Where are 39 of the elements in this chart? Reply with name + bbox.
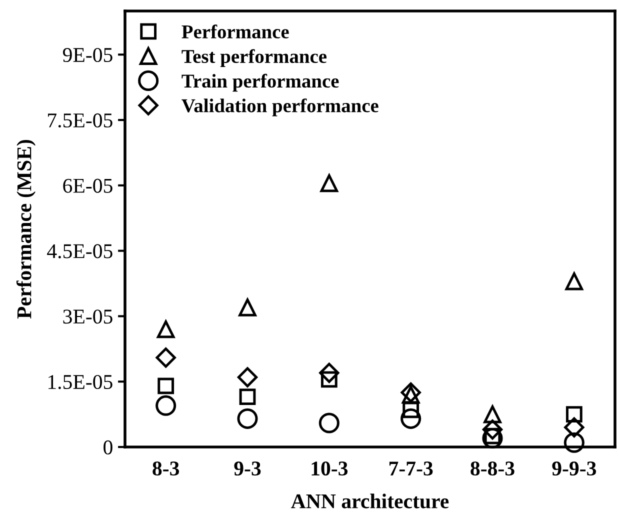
point — [156, 320, 175, 338]
x-tick-label: 8-8-3 — [470, 461, 514, 476]
y-tick-label: 7.5E-05 — [48, 113, 112, 128]
point — [400, 382, 421, 403]
y-tick-label: 4.5E-05 — [47, 244, 112, 258]
point — [320, 174, 338, 192]
point — [239, 388, 256, 406]
x-tick-label: 9-9-3 — [552, 462, 596, 476]
point — [402, 386, 420, 404]
x-tick-label: 10-3 — [312, 461, 348, 476]
point — [237, 367, 258, 388]
point — [158, 378, 174, 394]
y-tick-label: 6E-05 — [63, 178, 112, 193]
point — [564, 432, 584, 453]
x-tick-label: 7-7-3 — [389, 462, 433, 476]
point — [566, 406, 582, 422]
y-tick-label: 1.5E-05 — [48, 374, 112, 390]
point — [318, 412, 340, 434]
point — [237, 408, 258, 429]
legend-label: Train performance — [182, 74, 339, 92]
point — [565, 272, 584, 290]
legend-label: Validation performance — [182, 98, 378, 116]
point — [484, 405, 502, 424]
point — [482, 419, 503, 440]
y-axis-title: Performance (MSE) — [16, 140, 36, 319]
point — [238, 298, 256, 316]
point — [156, 348, 176, 368]
x-tick-label: 9-3 — [234, 462, 261, 476]
point — [564, 417, 584, 438]
legend-label: Test performance — [182, 49, 327, 67]
y-tick-label: 9E-05 — [62, 48, 112, 62]
point — [400, 408, 422, 429]
x-tick-label: 8-3 — [152, 461, 180, 476]
point — [156, 395, 176, 416]
y-tick-label: 3E-05 — [63, 310, 112, 324]
x-axis-title: ANN architecture — [291, 494, 449, 508]
point — [319, 362, 340, 383]
y-tick-label: 0 — [104, 440, 112, 454]
legend-label: Performance — [182, 24, 289, 38]
